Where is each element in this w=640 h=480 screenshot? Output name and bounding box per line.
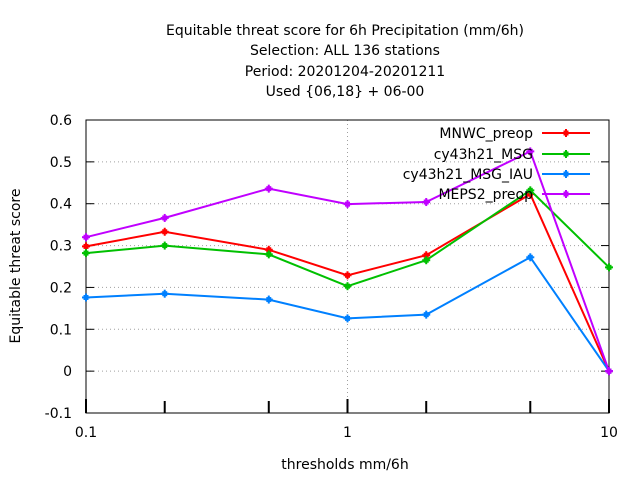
data-point: [605, 263, 613, 272]
data-point: [526, 147, 535, 156]
y-tick-label: 0.4: [50, 197, 72, 213]
y-tick-label: 0.1: [50, 322, 72, 338]
data-point: [264, 295, 273, 304]
data-point: [160, 289, 169, 298]
axes: -0.1 0 0.1 0.2 0.3 0.4 0.5 0.6 0.1 1 10: [45, 113, 618, 441]
y-tick-label: 0.3: [50, 239, 72, 255]
data-point: [526, 186, 535, 195]
title-line-1: Equitable threat score for 6h Precipitat…: [166, 23, 524, 39]
grid: [86, 120, 609, 413]
plot-frame: [85, 119, 610, 414]
data-point: [264, 184, 273, 193]
data-point: [264, 250, 273, 259]
data-point: [82, 233, 90, 242]
data-point: [82, 242, 90, 251]
x-tick-label: 10: [600, 425, 618, 441]
series-lines: [82, 147, 613, 376]
chart-title: Equitable threat score for 6h Precipitat…: [166, 23, 524, 100]
data-point: [343, 200, 352, 209]
legend-marker: [563, 130, 569, 136]
data-point: [343, 271, 352, 280]
x-axis-label: thresholds mm/6h: [281, 457, 408, 473]
x-tick-label: 0.1: [75, 425, 97, 441]
title-line-4: Used {06,18} + 06-00: [266, 84, 425, 100]
legend-marker: [563, 191, 569, 197]
x-tick-label: 1: [343, 425, 352, 441]
data-point: [526, 253, 535, 262]
data-point: [160, 213, 169, 222]
data-point: [422, 198, 431, 207]
y-tick-label: 0.5: [50, 155, 72, 171]
data-point: [82, 293, 90, 302]
y-tick-label: 0: [63, 364, 72, 380]
data-point: [605, 367, 613, 376]
title-line-3: Period: 20201204-20201211: [245, 64, 445, 80]
y-axis-label: Equitable threat score: [8, 189, 24, 344]
legend-label: MNWC_preop: [439, 126, 533, 142]
y-tick-label: 0.2: [50, 280, 72, 296]
data-point: [422, 256, 431, 265]
data-point: [82, 249, 90, 258]
legend-label: cy43h21_MSG: [434, 147, 533, 163]
data-point: [343, 314, 352, 323]
legend-marker: [563, 151, 569, 157]
title-line-2: Selection: ALL 136 stations: [250, 43, 440, 59]
legend: MNWC_preop cy43h21_MSG cy43h21_MSG_IAU MEPS…: [403, 126, 590, 203]
data-point: [343, 282, 352, 291]
data-point: [160, 241, 169, 250]
data-point: [160, 227, 169, 236]
data-point: [422, 310, 431, 319]
legend-marker: [563, 171, 569, 177]
legend-label: cy43h21_MSG_IAU: [403, 167, 533, 183]
y-tick-label: 0.6: [50, 113, 72, 129]
legend-label: MEPS2_preop: [438, 187, 533, 203]
y-tick-label: -0.1: [45, 406, 72, 422]
